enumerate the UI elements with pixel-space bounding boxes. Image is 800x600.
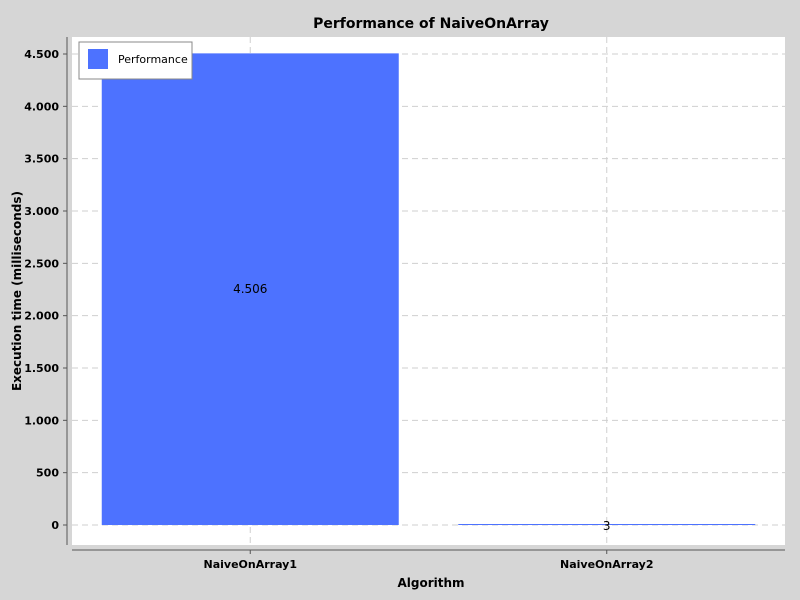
legend: Performance bbox=[78, 41, 193, 80]
x-axis-label: Algorithm bbox=[397, 576, 464, 590]
y-tick-label: 1.500 bbox=[24, 362, 59, 375]
data-label-NaiveOnArray2: 3 bbox=[603, 519, 611, 533]
data-labels: 4.506 3 bbox=[233, 282, 611, 533]
y-tick-label: 2.000 bbox=[24, 310, 59, 323]
y-tick-label: 4.500 bbox=[24, 48, 59, 61]
bar-NaiveOnArray1 bbox=[101, 53, 399, 525]
y-tick-label: 3.500 bbox=[24, 153, 59, 166]
y-tick-label: 1.000 bbox=[24, 414, 59, 427]
chart-title: Performance of NaiveOnArray bbox=[313, 16, 549, 32]
x-tick-label-NaiveOnArray2: NaiveOnArray2 bbox=[560, 558, 653, 571]
x-tick-label-NaiveOnArray1: NaiveOnArray1 bbox=[204, 558, 297, 571]
y-axis-label: Execution time (milliseconds) bbox=[10, 191, 24, 391]
bar-NaiveOnArray2 bbox=[458, 524, 756, 525]
legend-swatch-performance bbox=[88, 49, 108, 69]
data-label-NaiveOnArray1: 4.506 bbox=[233, 282, 267, 296]
bars bbox=[101, 53, 756, 525]
y-tick-label: 0 bbox=[51, 519, 59, 532]
y-tick-label: 2.500 bbox=[24, 257, 59, 270]
y-axis-ticks: 0 500 1.000 1.500 2.000 2.500 3.000 3.500 4.000 4… bbox=[24, 48, 67, 532]
x-axis-ticks: NaiveOnArray1 NaiveOnArray2 bbox=[204, 550, 653, 571]
y-tick-label: 3.000 bbox=[24, 205, 59, 218]
y-tick-label: 4.000 bbox=[24, 100, 59, 113]
legend-label-performance: Performance bbox=[118, 53, 188, 66]
y-tick-label: 500 bbox=[36, 467, 59, 480]
